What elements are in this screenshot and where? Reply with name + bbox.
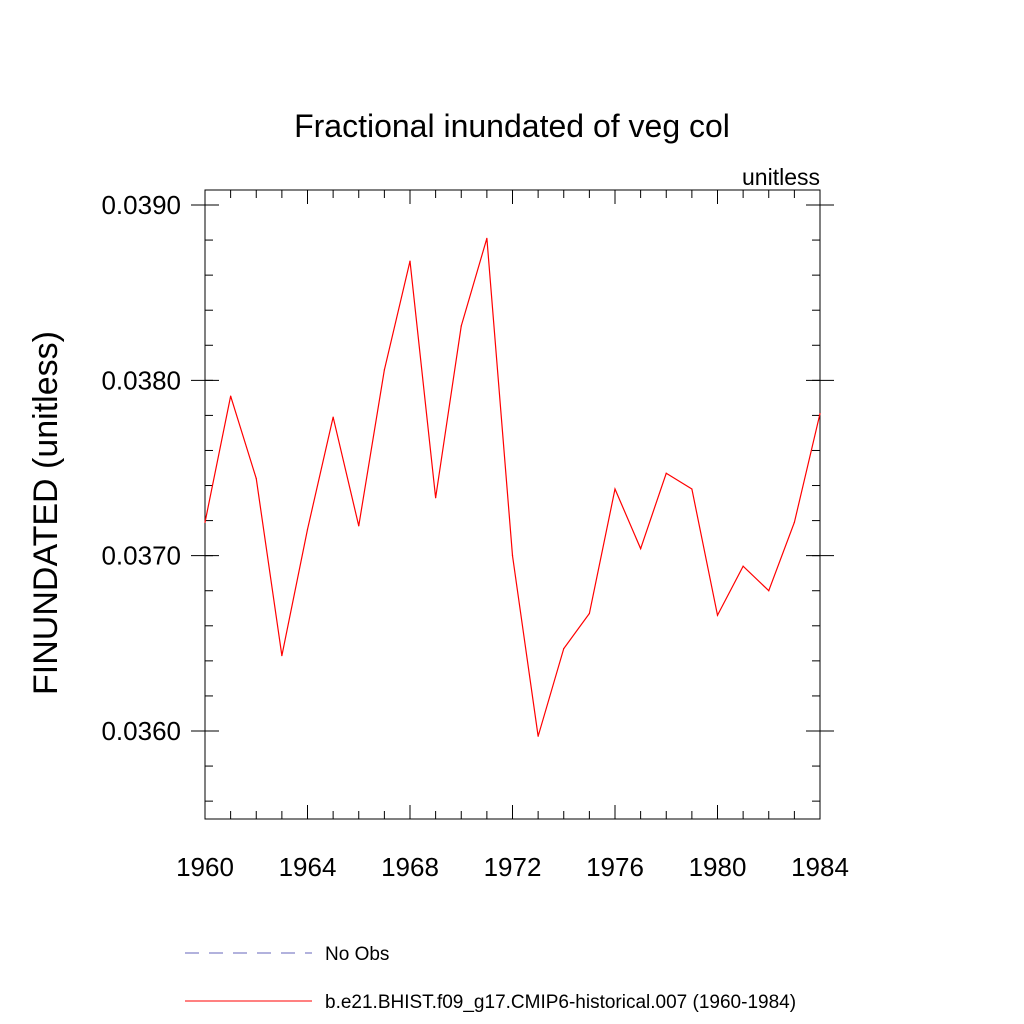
data-point: [691, 488, 693, 490]
y-tick-label: 0.0380: [101, 365, 181, 395]
data-point: [563, 647, 565, 650]
plot-frame: [204, 189, 821, 820]
data-point: [716, 614, 719, 616]
data-point: [768, 590, 770, 592]
y-tick-label: 0.0390: [101, 190, 181, 220]
y-tick-label: 0.0360: [101, 716, 181, 746]
data-point: [460, 325, 462, 327]
x-tick-label: 1984: [791, 852, 849, 882]
series-line: [204, 238, 821, 737]
data-point: [486, 237, 488, 239]
data-point: [742, 565, 744, 567]
data-point: [793, 521, 795, 523]
data-point: [665, 472, 667, 474]
chart-title: Fractional inundated of veg col: [294, 108, 730, 144]
legend-label-historical: b.e21.BHIST.f09_g17.CMIP6-historical.007…: [325, 992, 796, 1013]
data-point: [409, 260, 411, 262]
x-tick-label: 1964: [279, 852, 337, 882]
data-point: [332, 416, 334, 418]
x-tick-label: 1980: [689, 852, 747, 882]
data-point: [204, 521, 206, 523]
plot-border: [204, 189, 821, 820]
x-tick-label: 1960: [176, 852, 234, 882]
x-tick-label: 1976: [586, 852, 644, 882]
data-point: [511, 555, 514, 557]
tick-labels: 0.0360 0.0370 0.0380 0.0390 1960 1964 1968 1972…: [101, 190, 848, 882]
data-point: [255, 477, 257, 480]
data-point: [819, 413, 821, 415]
data-point: [281, 655, 283, 657]
y-axis-label: FINUNDATED (unitless): [27, 331, 65, 695]
major-ticks: [191, 190, 834, 819]
data-point: [537, 735, 539, 737]
data-point: [435, 497, 437, 499]
legend: No Obs b.e21.BHIST.f09_g17.CMIP6-histori…: [185, 944, 796, 1013]
minor-ticks: [204, 190, 821, 819]
series-lines: [204, 237, 821, 737]
data-point: [358, 525, 360, 527]
data-point: [640, 548, 642, 550]
data-point: [230, 395, 232, 397]
x-tick-label: 1968: [381, 852, 439, 882]
legend-label-no-obs: No Obs: [325, 944, 389, 965]
data-point: [614, 488, 616, 490]
x-tick-label: 1972: [484, 852, 542, 882]
y-tick-label: 0.0370: [101, 541, 181, 571]
data-point: [306, 528, 309, 530]
units-label: unitless: [742, 164, 820, 190]
data-point: [588, 612, 590, 615]
data-point: [383, 369, 385, 371]
